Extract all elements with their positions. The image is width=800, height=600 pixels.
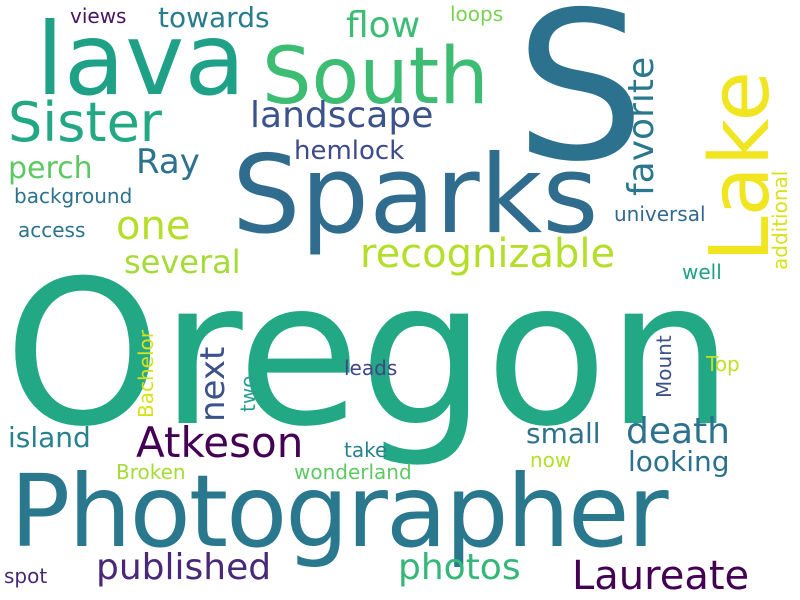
word-atkeson: Atkeson <box>136 418 304 467</box>
word-additional: additional <box>768 170 792 270</box>
word-sister: Sister <box>8 91 163 154</box>
word-perch: perch <box>8 151 93 186</box>
word-looking: looking <box>628 445 730 478</box>
word-take: take <box>344 438 388 462</box>
word-ray: Ray <box>136 142 200 182</box>
word-mount: Mount <box>652 335 676 398</box>
word-hemlock: hemlock <box>294 136 405 166</box>
word-flow: flow <box>346 5 421 46</box>
word-south: South <box>262 32 489 122</box>
word-next: next <box>193 346 233 422</box>
word-top: Top <box>706 352 740 376</box>
word-small: small <box>526 417 601 450</box>
word-access: access <box>18 218 86 242</box>
word-background: background <box>14 184 133 208</box>
word-favorite: favorite <box>621 56 662 196</box>
word-towards: towards <box>158 1 270 34</box>
word-sparks: Sparks <box>232 133 599 258</box>
word-leads: leads <box>344 356 398 380</box>
word-island: island <box>8 421 91 454</box>
word-s: S <box>515 0 646 207</box>
word-landscape: landscape <box>250 95 434 136</box>
word-bachelor: Bachelor <box>134 330 158 418</box>
word-recognizable: recognizable <box>360 231 616 277</box>
word-spot: spot <box>4 564 48 588</box>
word-oregon: Oregon <box>4 238 733 471</box>
word-now: now <box>530 448 572 472</box>
word-wonderland: wonderland <box>294 460 412 484</box>
word-laureate: Laureate <box>572 553 750 599</box>
word-several: several <box>124 243 241 281</box>
word-views: views <box>70 4 127 28</box>
word-lava: lava <box>36 1 246 118</box>
word-universal: universal <box>614 202 706 226</box>
word-death: death <box>626 411 730 452</box>
word-two: two <box>236 375 260 412</box>
word-broken: Broken <box>116 460 186 484</box>
word-published: published <box>96 547 272 588</box>
word-loops: loops <box>450 2 504 26</box>
word-photographer: Photographer <box>10 453 669 570</box>
word-photos: photos <box>398 547 521 588</box>
word-well: well <box>682 260 722 284</box>
word-one: one <box>116 203 191 249</box>
